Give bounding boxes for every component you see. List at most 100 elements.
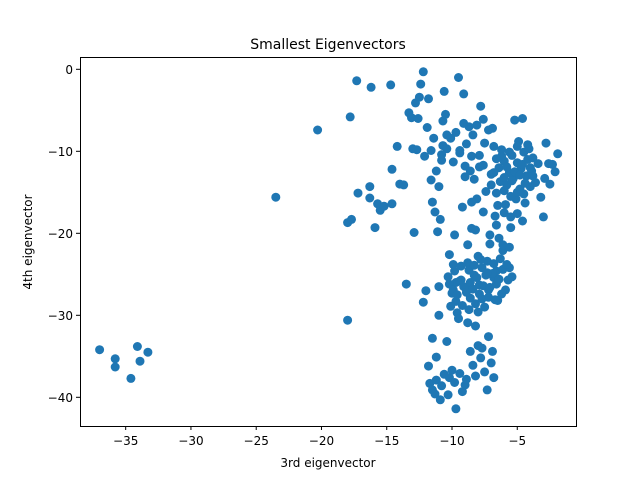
data-point xyxy=(489,373,499,383)
data-point xyxy=(448,157,458,167)
data-point xyxy=(464,305,474,315)
data-point xyxy=(489,168,499,178)
data-point xyxy=(446,133,456,143)
data-point xyxy=(482,268,492,278)
x-tick-label: −10 xyxy=(439,434,464,448)
data-point xyxy=(504,147,514,157)
data-point xyxy=(468,284,478,294)
data-point xyxy=(467,151,477,161)
data-point xyxy=(476,353,486,363)
data-point xyxy=(434,310,444,320)
data-point xyxy=(485,239,495,249)
data-point xyxy=(451,296,461,306)
data-point xyxy=(548,159,557,169)
data-point xyxy=(126,373,136,383)
data-point xyxy=(442,337,452,346)
y-axis-label: 4th eigenvector xyxy=(21,194,35,289)
data-point xyxy=(504,242,514,252)
data-point xyxy=(429,133,439,143)
data-point xyxy=(352,76,362,86)
data-point xyxy=(455,369,465,378)
data-point xyxy=(518,159,527,169)
data-point xyxy=(437,381,447,391)
data-point xyxy=(520,178,530,188)
data-point xyxy=(387,199,397,209)
data-point xyxy=(528,153,538,163)
data-point xyxy=(490,295,500,305)
data-point xyxy=(494,233,504,243)
data-point xyxy=(463,240,473,250)
data-point xyxy=(482,385,492,395)
data-point xyxy=(379,201,389,211)
data-point xyxy=(431,375,441,385)
data-point xyxy=(477,343,487,353)
data-point xyxy=(491,220,501,230)
data-point xyxy=(459,118,469,128)
data-point xyxy=(512,209,522,219)
data-point xyxy=(422,123,432,132)
data-point xyxy=(486,358,496,368)
data-point xyxy=(442,144,452,154)
data-point xyxy=(392,141,402,151)
data-point xyxy=(541,138,551,148)
data-point xyxy=(424,94,433,104)
data-point xyxy=(476,101,486,111)
data-point xyxy=(444,250,454,260)
chart-title: Smallest Eigenvectors xyxy=(250,37,406,53)
data-point xyxy=(365,193,375,203)
data-point xyxy=(409,228,419,237)
data-point xyxy=(469,260,479,270)
data-point xyxy=(523,140,533,150)
data-point xyxy=(430,389,440,399)
data-point xyxy=(386,80,396,90)
data-point xyxy=(478,207,488,217)
data-point xyxy=(365,182,375,192)
data-point xyxy=(540,173,550,183)
data-point xyxy=(433,227,443,237)
data-point xyxy=(439,86,449,96)
data-point xyxy=(427,333,437,343)
data-point xyxy=(486,180,496,190)
data-point xyxy=(545,179,555,189)
x-tick-label: −15 xyxy=(374,434,399,448)
data-point xyxy=(399,180,409,190)
data-point xyxy=(472,273,482,283)
data-point xyxy=(451,404,461,414)
data-point xyxy=(459,89,469,99)
data-point xyxy=(515,170,525,180)
data-point xyxy=(512,141,522,151)
data-point xyxy=(518,216,527,226)
data-point xyxy=(488,346,497,356)
data-point xyxy=(489,141,499,151)
data-point xyxy=(525,163,535,173)
data-point xyxy=(507,272,517,282)
data-point xyxy=(447,365,457,375)
data-point xyxy=(510,115,520,125)
data-point xyxy=(506,223,516,233)
data-point xyxy=(451,127,461,137)
data-point xyxy=(457,301,467,310)
data-point xyxy=(434,282,444,292)
data-point xyxy=(533,159,543,169)
data-point xyxy=(507,176,517,186)
data-point xyxy=(427,197,437,207)
data-point xyxy=(485,230,495,240)
data-point xyxy=(499,173,509,182)
data-point xyxy=(468,130,478,140)
data-point xyxy=(499,208,509,218)
data-point xyxy=(536,192,546,202)
data-point xyxy=(468,360,478,370)
data-point xyxy=(416,79,426,89)
plot-frame xyxy=(80,57,577,427)
data-point xyxy=(550,167,560,177)
data-point xyxy=(465,346,475,356)
data-point xyxy=(454,73,463,82)
data-point xyxy=(519,189,529,199)
data-point xyxy=(435,395,445,405)
data-point xyxy=(495,254,505,264)
data-point xyxy=(502,162,512,172)
data-point xyxy=(538,212,548,222)
data-point xyxy=(418,297,428,307)
data-point xyxy=(418,67,428,77)
data-point xyxy=(313,125,323,135)
